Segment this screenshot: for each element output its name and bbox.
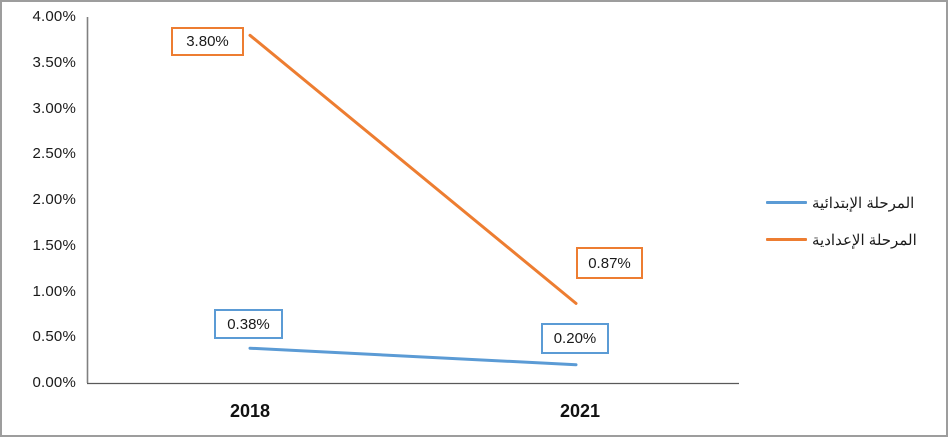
y-tick-label: 0.00% [32, 374, 76, 391]
y-tick-label: 3.00% [32, 99, 76, 117]
y-tick-label: 0.50% [32, 328, 76, 346]
y-tick-label: 1.00% [32, 282, 76, 300]
series-line-preparatory-stage [248, 33, 578, 305]
legend-item-primary-stage: المرحلة الإبتدائية [766, 184, 917, 221]
legend-swatch-preparatory-icon [766, 238, 807, 241]
y-tick-label: 4.00% [32, 8, 76, 25]
legend-swatch-primary-icon [766, 201, 807, 204]
series-line-primary-stage [248, 346, 578, 367]
data-label-preparatory-2021: 0.87% [576, 247, 643, 279]
x-tick-label-2018: 2018 [229, 401, 271, 421]
y-tick-label: 2.00% [32, 191, 76, 208]
legend-item-preparatory-stage: المرحلة الإعدادية [766, 221, 917, 258]
legend-label-primary: المرحلة الإبتدائية [812, 194, 915, 212]
legend-label-preparatory: المرحلة الإعدادية [812, 231, 917, 249]
data-label-preparatory-2018: 3.80% [171, 27, 244, 56]
legend: المرحلة الإبتدائية المرحلة الإعدادية [766, 184, 917, 258]
y-tick-label: 1.50% [32, 236, 76, 254]
x-tick-label-2021: 2021 [559, 401, 601, 421]
data-label-primary-2021: 0.20% [541, 323, 609, 354]
y-tick-label: 2.50% [32, 145, 76, 163]
data-label-primary-2018: 0.38% [214, 309, 283, 339]
y-tick-label: 3.50% [32, 53, 76, 71]
